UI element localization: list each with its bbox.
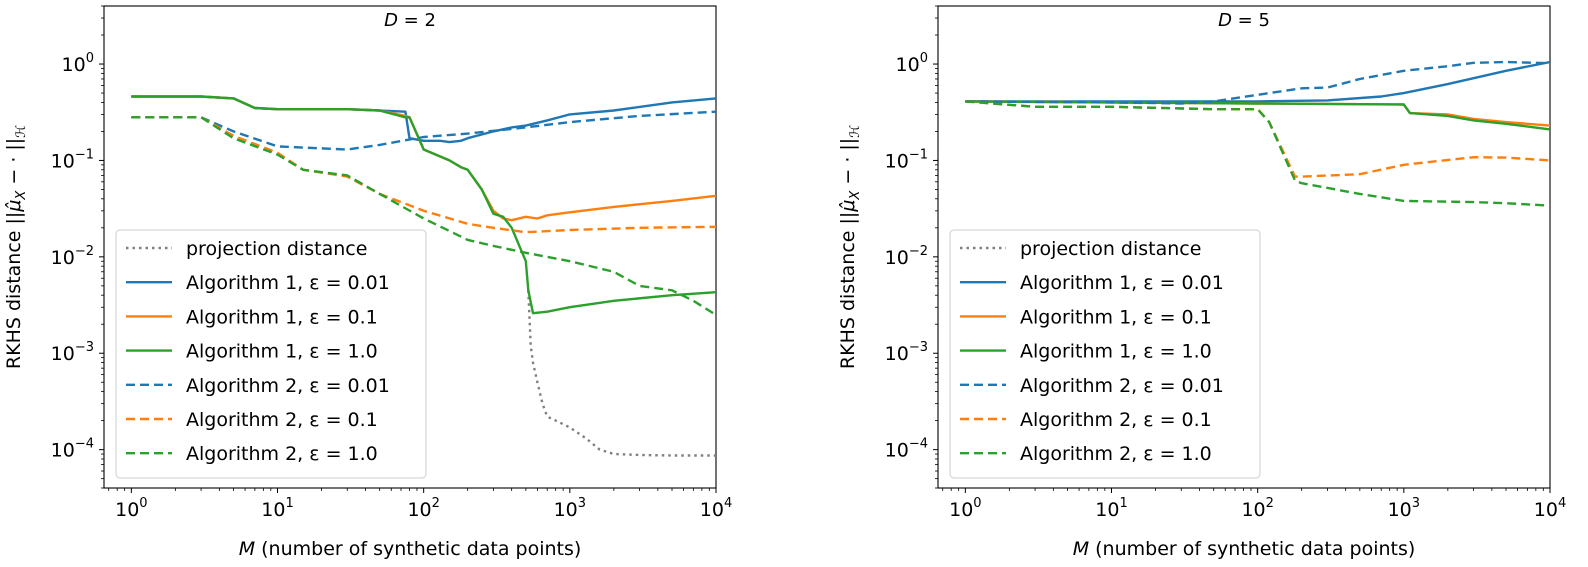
plot-frame xyxy=(103,5,717,489)
legend-label: Algorithm 1, ε = 0.01 xyxy=(186,272,390,294)
series-lines xyxy=(131,95,716,457)
chart-panel-2: 100 101 102 103 104 10−4 10−3 10−2 10−1 100 D = 5 M… xyxy=(837,5,1566,560)
series-line-4 xyxy=(965,100,1550,131)
x-axis-label: M (number of synthetic data points) xyxy=(1073,538,1416,560)
y-tick-label: 10−4 xyxy=(51,437,94,462)
x-tick-label: 101 xyxy=(1095,496,1127,521)
legend-label: Algorithm 2, ε = 0.1 xyxy=(186,409,378,431)
legend-label: Algorithm 1, ε = 1.0 xyxy=(186,341,378,363)
x-tick-label: 102 xyxy=(407,496,439,521)
x-tick-label: 102 xyxy=(1241,496,1273,521)
legend-label: Algorithm 1, ε = 0.01 xyxy=(1020,272,1224,294)
x-tick-label: 103 xyxy=(554,496,586,521)
legend: projection distance Algorithm 1, ε = 0.01… xyxy=(949,229,1261,479)
y-tick-label: 100 xyxy=(896,51,928,76)
legend-label: Algorithm 2, ε = 0.1 xyxy=(1020,409,1212,431)
plot-frame xyxy=(937,5,1551,489)
series-line-3 xyxy=(131,95,716,222)
legend-label: Algorithm 1, ε = 0.1 xyxy=(186,306,378,328)
x-tick-label: 104 xyxy=(1534,496,1566,521)
legend-label: Algorithm 2, ε = 0.01 xyxy=(1020,375,1224,397)
legend-label: Algorithm 2, ε = 0.01 xyxy=(186,375,390,397)
x-tick-label: 104 xyxy=(700,496,732,521)
x-axis: 100 101 102 103 104 xyxy=(942,488,1566,521)
series-line-5 xyxy=(965,60,1550,105)
series-line-7 xyxy=(965,100,1550,207)
y-tick-label: 10−3 xyxy=(51,340,94,365)
x-axis: 100 101 102 103 104 xyxy=(108,488,732,521)
series-line-5 xyxy=(131,110,716,151)
y-axis-label: RKHS distance ||μ̂X − · ||ℋ xyxy=(837,125,863,369)
series-line-4 xyxy=(131,95,716,315)
x-tick-label: 103 xyxy=(1388,496,1420,521)
y-axis-label: RKHS distance ||μ̂X − · ||ℋ xyxy=(3,125,29,369)
y-axis: 10−4 10−3 10−2 10−1 100 xyxy=(51,5,104,489)
series-line-6 xyxy=(131,116,716,234)
series-line-1 xyxy=(527,290,716,457)
x-tick-label: 100 xyxy=(115,496,147,521)
y-tick-label: 10−3 xyxy=(885,340,928,365)
y-axis: 10−4 10−3 10−2 10−1 100 xyxy=(885,5,938,489)
legend-label: Algorithm 1, ε = 1.0 xyxy=(1020,341,1212,363)
series-line-7 xyxy=(131,116,716,316)
legend-box xyxy=(115,229,427,479)
y-tick-label: 10−2 xyxy=(51,244,94,269)
x-tick-label: 101 xyxy=(261,496,293,521)
series-lines xyxy=(965,60,1550,207)
series-line-6 xyxy=(965,100,1550,178)
legend-label: Algorithm 2, ε = 1.0 xyxy=(1020,443,1212,465)
chart-title: D = 5 xyxy=(1218,10,1270,31)
y-tick-label: 10−1 xyxy=(51,147,94,172)
y-tick-label: 10−2 xyxy=(885,244,928,269)
y-tick-label: 10−1 xyxy=(885,147,928,172)
legend-label: Algorithm 2, ε = 1.0 xyxy=(186,443,378,465)
chart-panel-1: 100 101 102 103 104 10−4 10−3 10−2 10−1 100 D = 2 M… xyxy=(3,5,732,560)
series-line-2 xyxy=(131,95,716,144)
x-tick-label: 100 xyxy=(949,496,981,521)
y-tick-label: 100 xyxy=(62,51,94,76)
y-tick-label: 10−4 xyxy=(885,437,928,462)
legend-label: projection distance xyxy=(1020,238,1201,260)
legend-box xyxy=(949,229,1261,479)
x-axis-label: M (number of synthetic data points) xyxy=(239,538,582,560)
series-line-3 xyxy=(965,100,1550,127)
chart-title: D = 2 xyxy=(384,10,436,31)
legend-label: projection distance xyxy=(186,238,367,260)
legend: projection distance Algorithm 1, ε = 0.01… xyxy=(115,229,427,479)
series-line-2 xyxy=(965,60,1550,103)
legend-label: Algorithm 1, ε = 0.1 xyxy=(1020,306,1212,328)
